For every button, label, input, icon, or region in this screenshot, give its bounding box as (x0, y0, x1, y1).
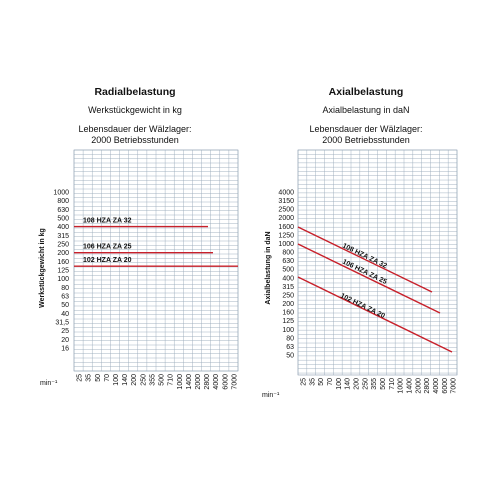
left-xtick-label: 1000 (177, 374, 184, 390)
right-chart: 25 35 50 70 100 140 200 250 355 500 710 1000 1400 200… (278, 149, 458, 394)
right-xtick-label: 25 (300, 378, 307, 386)
left-ytick-label: 800 (57, 198, 69, 205)
right-series-line (297, 276, 453, 353)
right-ytick-label: 63 (286, 344, 294, 351)
left-ytick-label: 100 (57, 276, 69, 283)
left-xtick-label: 25 (77, 374, 84, 382)
left-chart-note-1: Lebensdauer der Wälzlager: (78, 124, 191, 134)
right-ytick-label: 1000 (278, 241, 294, 248)
left-xtick-label: 710 (168, 374, 175, 386)
right-ytick-label: 400 (282, 275, 294, 282)
left-xtick-label: 35 (86, 374, 93, 382)
left-ytick-label: 200 (57, 250, 69, 257)
right-ytick-label: 2000 (278, 215, 294, 222)
right-ytick-label: 630 (282, 258, 294, 265)
right-ytick-label: 125 (282, 318, 294, 325)
right-ytick-label: 315 (282, 284, 294, 291)
left-chart-title: Radialbelastung (94, 86, 175, 98)
right-ytick-label: 200 (282, 301, 294, 308)
right-xtick-label: 200 (353, 378, 360, 390)
left-chart-xunit: min⁻¹ (40, 380, 58, 387)
left-grid (73, 149, 239, 372)
right-xtick-label: 1400 (406, 378, 413, 394)
left-xtick-label: 1400 (186, 374, 193, 390)
left-xtick-label: 2800 (204, 374, 211, 390)
right-ytick-label: 500 (282, 267, 294, 274)
left-ytick-label: 160 (57, 259, 69, 266)
left-xtick-label: 70 (104, 374, 111, 382)
left-chart-ylabel: Werkstückgewicht in kg (39, 228, 46, 308)
right-chart-note-2: 2000 Betriebsstunden (322, 135, 410, 145)
left-ytick-label: 250 (57, 242, 69, 249)
right-xtick-label: 4000 (433, 378, 440, 394)
left-ytick-label: 125 (57, 268, 69, 275)
left-ytick-label: 500 (57, 216, 69, 223)
right-ytick-label: 2500 (278, 207, 294, 214)
left-xtick-label: 2000 (195, 374, 202, 390)
left-xtick-label: 6000 (222, 374, 229, 390)
right-xtick-label: 250 (362, 378, 369, 390)
left-xtick-label: 500 (159, 374, 166, 386)
left-ytick-label: 16 (61, 346, 69, 353)
right-xtick-label: 710 (389, 378, 396, 390)
left-ytick-label: 20 (61, 337, 69, 344)
left-ytick-label: 630 (57, 207, 69, 214)
right-ytick-label: 1250 (278, 232, 294, 239)
right-ytick-label: 50 (286, 353, 294, 360)
right-chart-subtitle: Axialbelastung in daN (322, 105, 409, 115)
left-xtick-label: 140 (122, 374, 129, 386)
left-ytick-label: 40 (61, 311, 69, 318)
left-xtick-label: 50 (95, 374, 102, 382)
right-xtick-label: 355 (371, 378, 378, 390)
right-xtick-label: 2800 (424, 378, 431, 394)
right-ytick-label: 800 (282, 250, 294, 257)
right-xtick-label: 140 (345, 378, 352, 390)
right-ytick-label: 160 (282, 310, 294, 317)
left-ytick-label: 400 (57, 224, 69, 231)
left-xtick-label: 4000 (213, 374, 220, 390)
right-xtick-label: 2000 (415, 378, 422, 394)
left-xtick-label: 250 (140, 374, 147, 386)
left-xtick-label: 100 (113, 374, 120, 386)
left-ytick-label: 315 (57, 233, 69, 240)
right-ytick-label: 100 (282, 327, 294, 334)
right-ytick-label: 4000 (278, 190, 294, 197)
right-ytick-label: 250 (282, 292, 294, 299)
left-ytick-label: 31,5 (55, 320, 69, 327)
left-ytick-label: 25 (61, 328, 69, 335)
right-chart-ylabel: Axialbelastung in daN (265, 231, 272, 304)
left-ytick-label: 1000 (53, 190, 69, 197)
right-ytick-label: 80 (286, 335, 294, 342)
left-ytick-label: 63 (61, 294, 69, 301)
right-series-line (297, 243, 441, 314)
left-ytick-label: 50 (61, 302, 69, 309)
right-xtick-label: 50 (318, 378, 325, 386)
right-chart-xunit: min⁻¹ (262, 392, 280, 399)
left-xtick-label: 7000 (231, 374, 238, 390)
right-xtick-label: 1000 (398, 378, 405, 394)
left-series-label: 106 HZA ZA 25 (83, 244, 132, 251)
right-chart-note-1: Lebensdauer der Wälzlager: (309, 124, 422, 134)
left-chart: 25 35 50 70 100 140 200 250 355 500 710 1000 1400 200… (53, 149, 239, 390)
right-grid (297, 149, 458, 375)
right-series-line (297, 226, 433, 293)
right-xtick-label: 70 (327, 378, 334, 386)
right-xtick-label: 100 (336, 378, 343, 390)
left-chart-subtitle: Werkstückgewicht in kg (88, 105, 182, 115)
right-ytick-label: 3150 (278, 198, 294, 205)
left-ytick-label: 80 (61, 285, 69, 292)
right-xtick-label: 7000 (451, 378, 458, 394)
right-ytick-label: 1600 (278, 224, 294, 231)
right-chart-title: Axialbelastung (329, 86, 404, 98)
left-xtick-label: 355 (149, 374, 156, 386)
right-xtick-label: 35 (309, 378, 316, 386)
right-xtick-label: 500 (380, 378, 387, 390)
left-xtick-label: 200 (131, 374, 138, 386)
left-series-label: 108 HZA ZA 32 (83, 218, 132, 225)
right-xtick-label: 6000 (442, 378, 449, 394)
left-chart-note-2: 2000 Betriebsstunden (91, 135, 179, 145)
left-series-label: 102 HZA ZA 20 (83, 257, 132, 264)
